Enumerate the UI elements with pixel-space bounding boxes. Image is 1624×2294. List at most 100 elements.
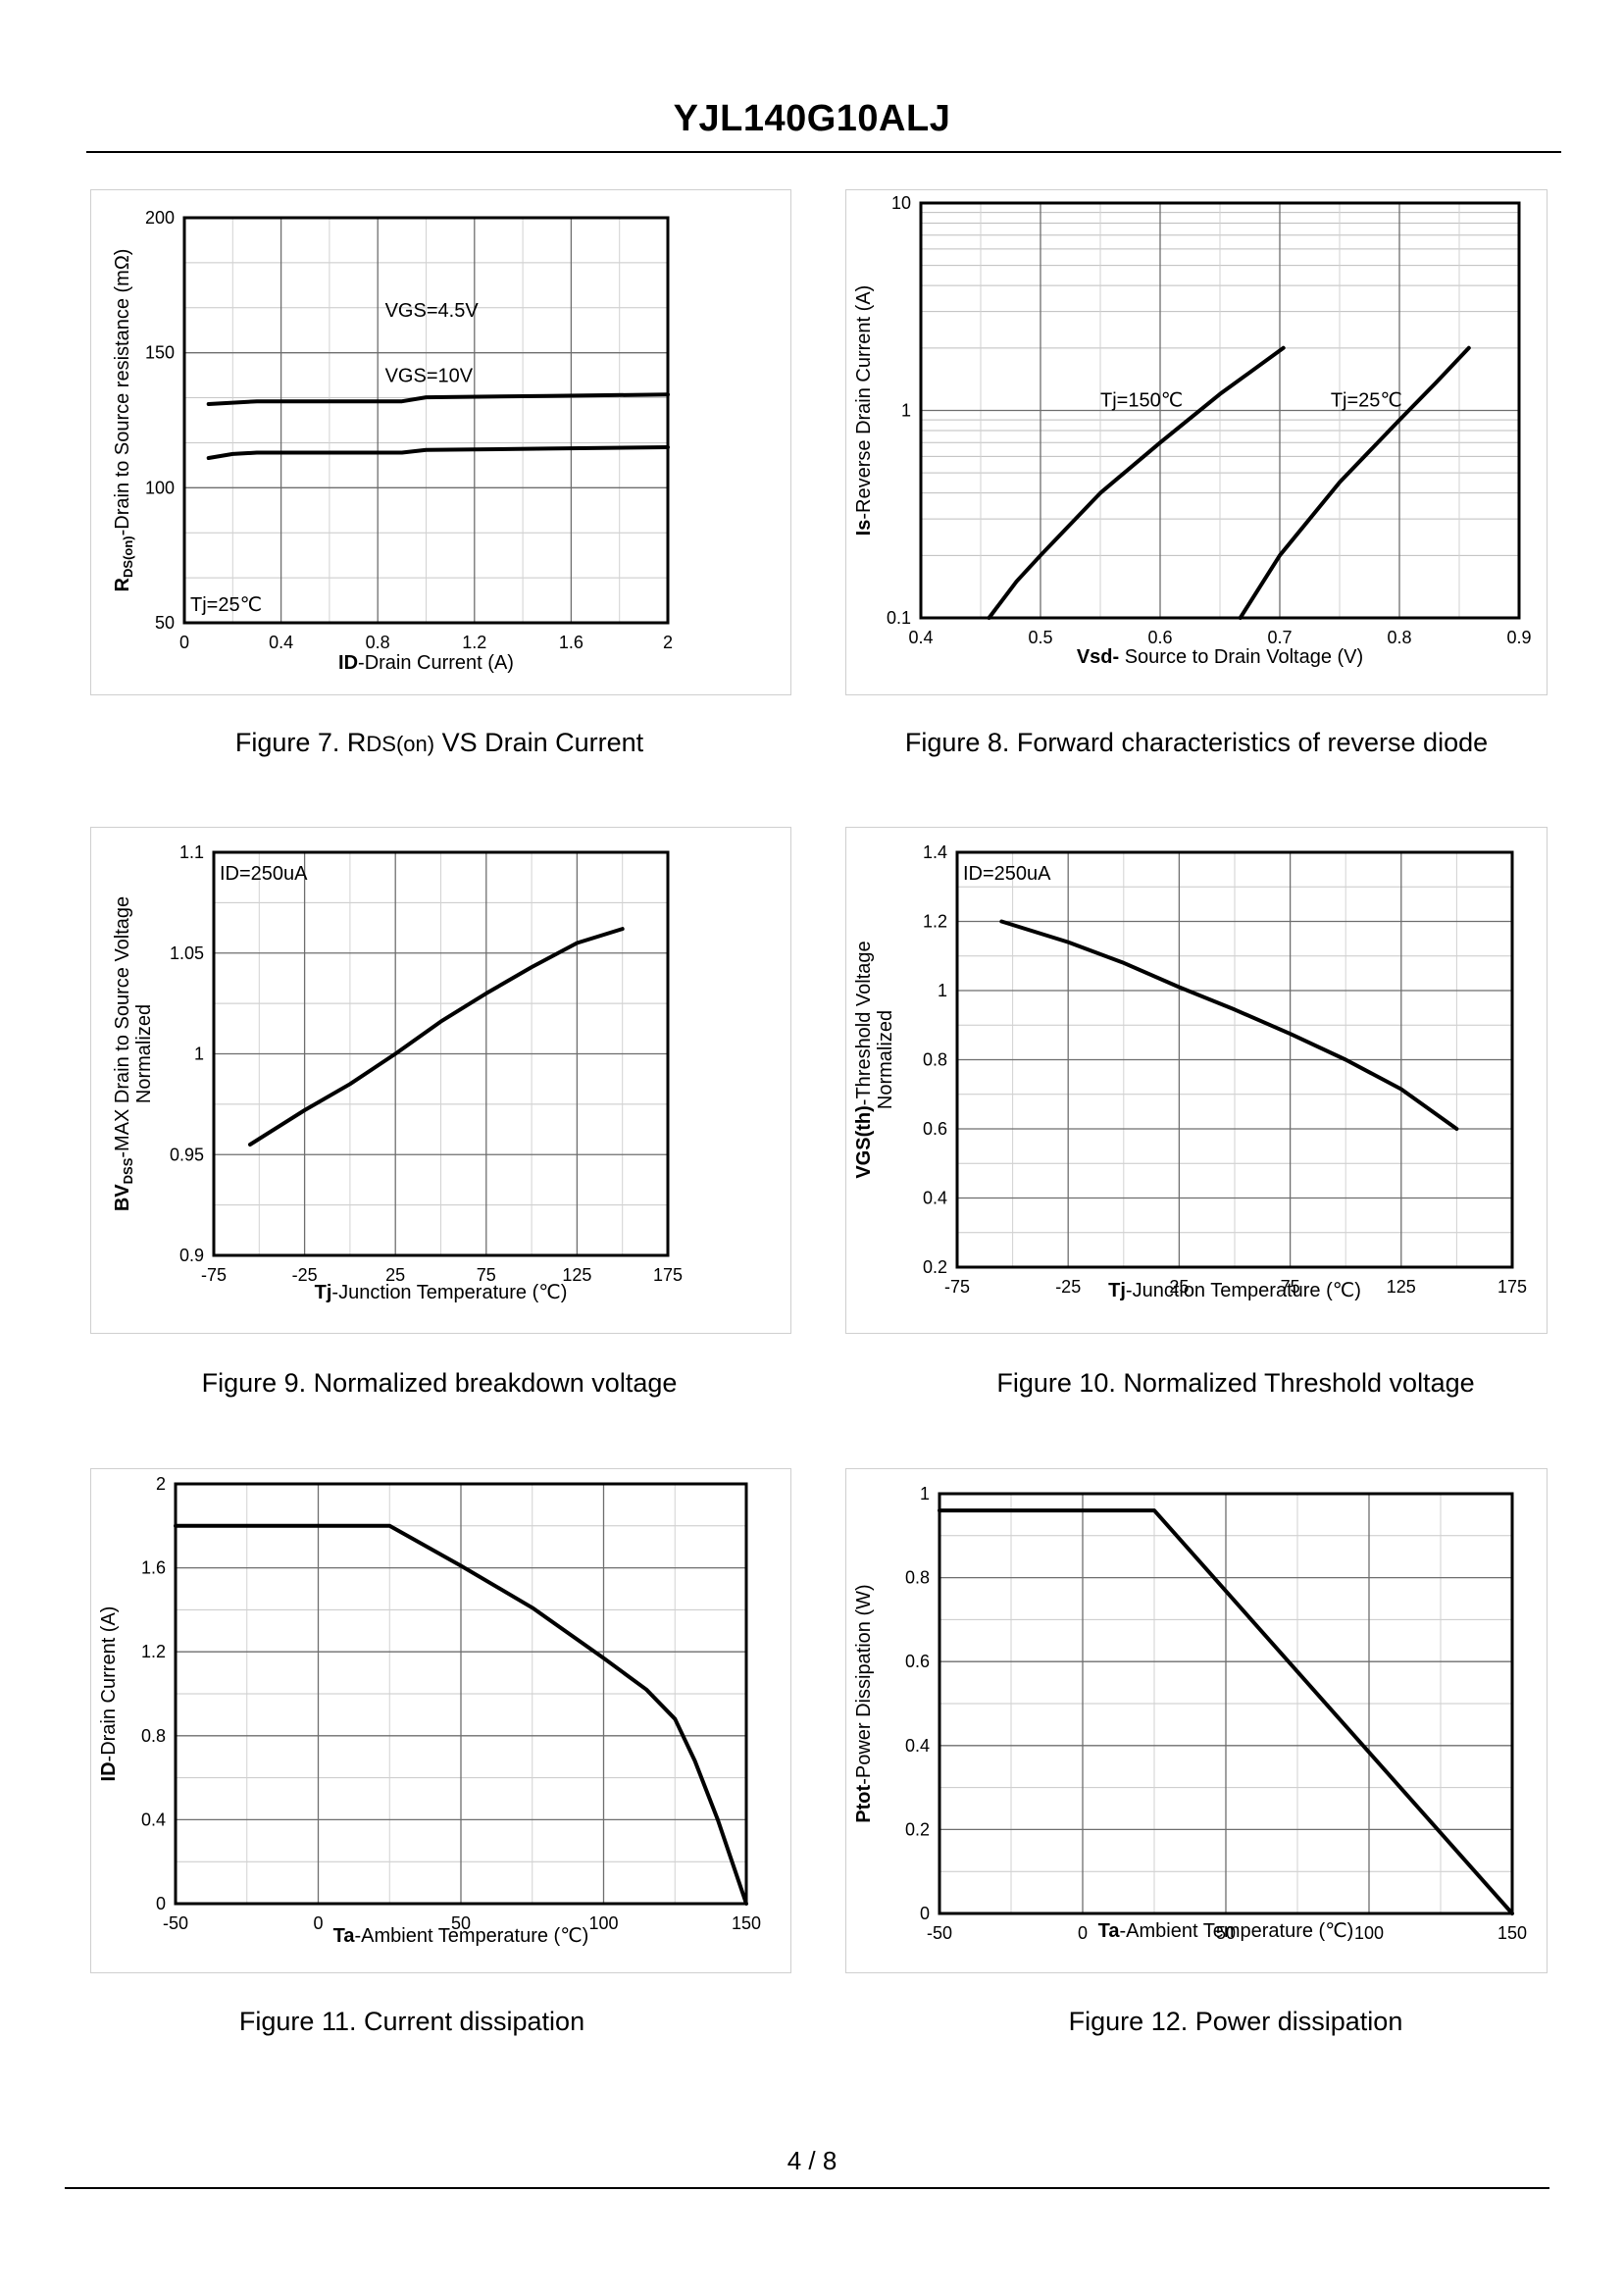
x-axis-label-bold: ID (338, 652, 358, 674)
series-line-1 (1238, 345, 1471, 620)
caption-fig12: Figure 12. Power dissipation (863, 2007, 1608, 2037)
y-tick-label: 0.8 (923, 1050, 947, 1070)
y-tick-label: 200 (145, 208, 175, 228)
y-axis-label-rest: -MAX Drain to Source Voltage (112, 896, 133, 1158)
x-tick-label: -50 (163, 1913, 188, 1933)
y-tick-label: 0.6 (905, 1652, 930, 1671)
series-line-0 (938, 1508, 1514, 1915)
chart-panel-fig9: -75 -25 25 75 125 175 0.9 0.95 1 1.05 1.1 Tj-Juncti… (90, 827, 791, 1334)
x-tick-label: 175 (1497, 1277, 1527, 1297)
y-axis-label-bold: BV (112, 1184, 133, 1211)
y-axis-label-rest: -Reverse Drain Current (A) (853, 285, 875, 520)
x-tick-label: 0.5 (1028, 628, 1052, 647)
y-tick-label: 0.2 (923, 1257, 947, 1277)
y-axis-label: ID-Drain Current (A) (98, 1606, 120, 1782)
x-axis-label: Vsd- Source to Drain Voltage (V) (1077, 646, 1363, 668)
chart-panel-fig8: 0.4 0.5 0.6 0.7 0.8 0.9 0.1 1 10 Vsd- Source to D… (845, 189, 1548, 695)
series-label: Tj=150℃ (1100, 389, 1183, 411)
series-label: VGS=10V (385, 365, 474, 386)
series-line-0 (248, 927, 625, 1147)
y-tick-label: 1.4 (923, 842, 947, 862)
x-tick-label: 25 (1169, 1277, 1189, 1297)
y-tick-label: 100 (145, 478, 175, 497)
x-tick-label: -75 (201, 1265, 227, 1285)
plot-frame (212, 850, 670, 1257)
plot-frame (919, 201, 1521, 620)
chart-annotation: ID=250uA (220, 863, 308, 885)
y-axis-label-bold: R (112, 577, 133, 591)
fig12-grid (939, 1494, 1512, 1913)
chart-panel-fig7: 0 0.4 0.8 1.2 1.6 2 50 100 150 200 ID-Drain Curren… (90, 189, 791, 695)
caption-fig7-suffix: VS Drain Current (434, 728, 644, 757)
x-axis-label: Tj-Junction Temperature (℃) (315, 1282, 568, 1303)
y-axis-label-rest: -Threshold Voltage (853, 941, 875, 1105)
x-axis-label-bold: Vsd- (1077, 646, 1119, 668)
x-axis-label: Ta-Ambient Temperature (℃) (333, 1925, 589, 1947)
x-tick-label: 1.6 (559, 633, 584, 652)
x-axis-label-bold: Ta (1098, 1920, 1121, 1942)
y-tick-label: 0.1 (887, 608, 911, 628)
y-tick-label: 0.95 (170, 1145, 204, 1164)
fig7-grid (184, 218, 668, 623)
y-tick-label: 0.9 (179, 1246, 204, 1265)
y-axis-label-sub: DSS (121, 1157, 135, 1184)
x-tick-label: 0 (179, 633, 189, 652)
y-axis-label: Is-Reverse Drain Current (A) (853, 285, 875, 536)
y-axis-label-rest: -Drain to Source resistance (mΩ) (112, 249, 133, 536)
x-tick-label: 0.9 (1506, 628, 1531, 647)
x-tick-label: 100 (1354, 1923, 1384, 1943)
x-tick-label: 125 (1387, 1277, 1416, 1297)
caption-fig10-text: Figure 10. Normalized Threshold voltage (996, 1368, 1475, 1398)
x-tick-label: 0 (1078, 1923, 1088, 1943)
y-tick-label: 0.8 (905, 1568, 930, 1588)
chart-annotation: ID=250uA (963, 863, 1051, 885)
y-tick-label: 2 (156, 1474, 166, 1494)
x-tick-label: 0.4 (269, 633, 293, 652)
x-tick-label: 50 (451, 1913, 471, 1933)
x-tick-label: 2 (663, 633, 673, 652)
x-tick-label: 0.7 (1267, 628, 1292, 647)
series-line-0 (206, 392, 670, 406)
x-axis-label: ID-Drain Current (A) (338, 652, 514, 674)
x-tick-label: 0.6 (1147, 628, 1172, 647)
y-tick-label: 0 (920, 1904, 930, 1923)
document-title: YJL140G10ALJ (673, 98, 951, 139)
y-tick-label: 1.2 (141, 1642, 166, 1661)
chart-panel-fig12: -50 0 50 100 150 0 0.2 0.4 0.6 0.8 1 Ta-Ambient Tem… (845, 1468, 1548, 1973)
chart-fig8: 0.4 0.5 0.6 0.7 0.8 0.9 0.1 1 10 Vsd- Source to D… (853, 193, 1532, 668)
y-tick-label: 1 (938, 981, 947, 1000)
x-axis-label-rest: -Ambient Temperature (℃) (1120, 1920, 1354, 1942)
x-tick-label: 0.4 (908, 628, 933, 647)
x-axis-label-rest: -Ambient Temperature (℃) (355, 1925, 589, 1947)
x-axis-label-bold: Ta (333, 1925, 356, 1947)
caption-fig9: Figure 9. Normalized breakdown voltage (67, 1368, 812, 1399)
y-axis-label-line2: Normalized (875, 1010, 896, 1109)
caption-fig10: Figure 10. Normalized Threshold voltage (863, 1368, 1608, 1399)
x-tick-label: -50 (927, 1923, 952, 1943)
y-axis-label-rest: -Power Dissipation (W) (853, 1584, 875, 1784)
y-axis-label: RDS(on)-Drain to Source resistance (mΩ) (112, 249, 135, 592)
y-tick-label: 1 (194, 1045, 204, 1064)
chart-fig10: -75 -25 25 75 125 175 0.2 0.4 0.6 0.8 1 1.2 1.4 Tj-Ju… (853, 842, 1527, 1301)
plot-frame (182, 216, 670, 625)
fig8-grid (921, 203, 1519, 618)
header-rule (86, 151, 1561, 153)
y-tick-label: 0.4 (141, 1810, 166, 1829)
page-number: 4 / 8 (787, 2146, 837, 2175)
footer-rule (65, 2187, 1549, 2189)
caption-fig11-text: Figure 11. Current dissipation (238, 2007, 585, 2036)
series-line-0 (999, 919, 1459, 1131)
y-tick-label: 0.8 (141, 1726, 166, 1746)
chart-panel-fig11: -50 0 50 100 150 0 0.4 0.8 1.2 1.6 2 Ta-Ambient Tem… (90, 1468, 791, 1973)
x-tick-label: -25 (292, 1265, 318, 1285)
caption-fig12-text: Figure 12. Power dissipation (1068, 2007, 1403, 2036)
caption-fig7-prefix: Figure 7. R (234, 728, 367, 757)
y-tick-label: 0.2 (905, 1819, 930, 1839)
x-tick-label: 150 (1497, 1923, 1527, 1943)
y-tick-label: 0 (156, 1894, 166, 1913)
x-axis-label-rest: Source to Drain Voltage (V) (1119, 646, 1363, 668)
x-axis-label-rest: -Junction Temperature (℃) (1126, 1280, 1361, 1301)
series-line-1 (206, 445, 670, 460)
y-tick-label: 1.1 (179, 842, 204, 862)
